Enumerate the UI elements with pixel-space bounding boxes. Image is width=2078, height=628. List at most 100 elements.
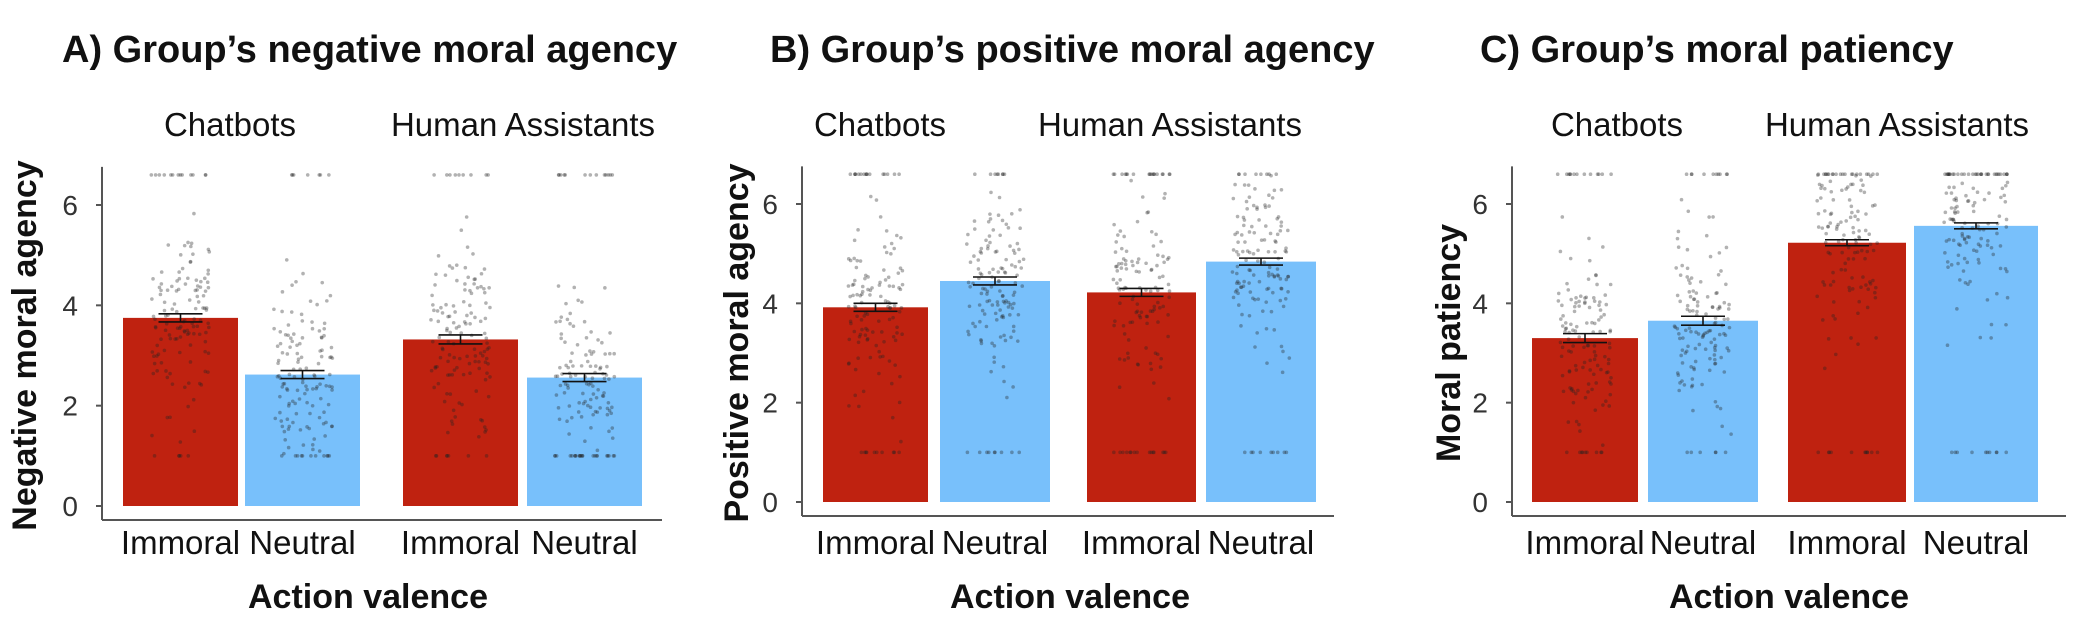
raw-point	[1001, 364, 1006, 369]
raw-point	[1851, 230, 1856, 235]
raw-point	[191, 173, 195, 177]
raw-point	[1600, 443, 1605, 447]
raw-point	[559, 336, 563, 341]
raw-point	[559, 315, 564, 319]
raw-point	[182, 243, 187, 248]
raw-point	[453, 415, 458, 419]
raw-point	[607, 408, 612, 413]
raw-point	[853, 304, 857, 309]
raw-point	[965, 450, 970, 455]
raw-point	[1126, 356, 1131, 360]
raw-point	[1560, 345, 1565, 350]
raw-point	[886, 275, 891, 280]
raw-point	[847, 404, 851, 408]
raw-point	[1267, 265, 1272, 270]
raw-point	[1825, 172, 1830, 176]
raw-point	[2004, 225, 2009, 229]
raw-point	[1010, 450, 1014, 455]
raw-point	[1942, 220, 1946, 225]
raw-point	[1821, 280, 1825, 284]
raw-point	[308, 411, 312, 416]
raw-point	[1719, 269, 1723, 273]
raw-point	[1954, 198, 1959, 203]
raw-point	[600, 340, 604, 345]
raw-point	[556, 406, 561, 410]
raw-point	[1257, 279, 1262, 284]
raw-point	[202, 306, 207, 311]
raw-point	[2005, 269, 2009, 274]
raw-point	[989, 285, 994, 289]
raw-point	[1278, 228, 1283, 233]
raw-point	[1952, 197, 1957, 202]
raw-point	[1119, 261, 1124, 266]
raw-point	[567, 404, 572, 408]
raw-point	[1724, 245, 1729, 250]
raw-point	[153, 326, 158, 330]
raw-point	[1606, 361, 1611, 366]
raw-point	[473, 315, 477, 320]
raw-point	[1166, 313, 1170, 317]
raw-point	[1004, 257, 1008, 262]
raw-point	[1117, 385, 1122, 389]
raw-point	[310, 443, 315, 447]
raw-point	[987, 298, 992, 303]
raw-point	[1119, 266, 1124, 270]
raw-point	[155, 369, 159, 373]
raw-point	[1001, 294, 1005, 298]
raw-point	[846, 284, 851, 288]
raw-point	[293, 401, 297, 406]
raw-point	[1245, 207, 1249, 211]
raw-point	[609, 411, 614, 416]
raw-point	[1256, 259, 1260, 263]
raw-point	[865, 338, 870, 342]
raw-point	[1873, 290, 1877, 295]
raw-point	[175, 336, 179, 341]
raw-point	[199, 279, 203, 284]
raw-point	[1608, 328, 1613, 333]
raw-point	[863, 311, 868, 315]
raw-point	[851, 293, 855, 298]
raw-point	[898, 266, 903, 270]
raw-point	[588, 173, 593, 177]
raw-point	[1869, 174, 1873, 178]
raw-point	[610, 426, 615, 430]
raw-point	[852, 329, 857, 334]
raw-point	[320, 348, 324, 353]
raw-point	[1162, 196, 1166, 200]
raw-point	[967, 304, 972, 309]
raw-point	[447, 353, 452, 357]
raw-point	[1279, 224, 1283, 228]
raw-point	[1822, 283, 1827, 287]
raw-point	[877, 283, 882, 287]
raw-point	[1960, 181, 1965, 186]
raw-point	[1148, 289, 1153, 293]
raw-point	[1569, 322, 1573, 327]
raw-point	[568, 311, 573, 316]
raw-point	[1242, 450, 1247, 455]
raw-point	[1112, 450, 1116, 455]
raw-point	[316, 361, 321, 366]
raw-point	[1839, 267, 1844, 272]
raw-point	[848, 172, 853, 176]
raw-point	[1250, 224, 1254, 229]
raw-point	[1567, 172, 1571, 176]
bar-neutral	[940, 280, 1050, 502]
raw-point	[1245, 249, 1250, 253]
raw-point	[575, 343, 580, 347]
raw-point	[1259, 238, 1264, 242]
raw-point	[562, 390, 567, 395]
raw-point	[2004, 172, 2009, 176]
raw-point	[589, 426, 593, 430]
raw-point	[441, 347, 445, 352]
raw-point	[1594, 273, 1598, 278]
raw-point	[1117, 262, 1121, 266]
raw-point	[1958, 243, 1962, 248]
raw-point	[966, 232, 970, 237]
raw-point	[573, 454, 577, 458]
raw-point	[295, 351, 300, 356]
raw-point	[280, 309, 284, 314]
raw-point	[310, 326, 315, 331]
raw-point	[1949, 206, 1954, 210]
raw-point	[186, 381, 191, 385]
raw-point	[1564, 172, 1569, 176]
